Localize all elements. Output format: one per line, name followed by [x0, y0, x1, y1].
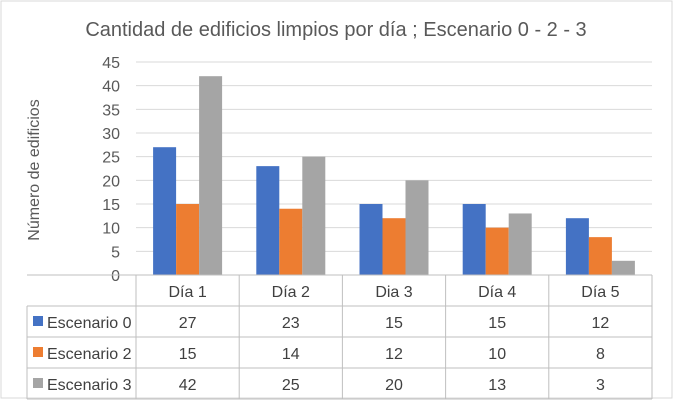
bar — [256, 166, 280, 275]
data-label: 23 — [282, 315, 300, 332]
data-label: 15 — [385, 315, 403, 332]
data-label: 13 — [488, 377, 506, 394]
data-label: 15 — [179, 346, 197, 363]
bars — [153, 76, 635, 275]
data-label: 42 — [179, 377, 197, 394]
data-label: 27 — [179, 315, 197, 332]
x-tick-label: Día 4 — [478, 284, 516, 301]
y-tick-label: 15 — [102, 197, 120, 214]
data-label: 20 — [385, 377, 403, 394]
legend-swatch — [33, 378, 43, 388]
data-label: 10 — [488, 346, 506, 363]
x-tick-label: Día 1 — [168, 284, 206, 301]
bar — [462, 204, 486, 275]
legend-entry: Escenario 3 — [47, 377, 132, 394]
data-label: 12 — [385, 346, 403, 363]
bar — [359, 204, 383, 275]
bar — [565, 218, 589, 275]
bar — [199, 76, 223, 275]
x-tick-label: Día 5 — [581, 284, 619, 301]
bar — [382, 218, 406, 275]
y-tick-label: 25 — [102, 150, 120, 167]
y-tick-label: 35 — [102, 102, 120, 119]
data-label: 8 — [596, 346, 605, 363]
legend-swatch — [33, 316, 43, 326]
y-tick-label: 40 — [102, 79, 120, 96]
legend-entry: Escenario 0 — [47, 315, 132, 332]
bar — [153, 147, 177, 275]
data-label: 3 — [596, 377, 605, 394]
y-tick-label: 45 — [102, 55, 120, 72]
data-table: Día 1 Día 2 Dia 3 Día 4 Día 5 Escenario 0 27 23… — [26, 274, 653, 400]
legend-swatch — [33, 347, 43, 357]
bar — [588, 237, 612, 275]
x-tick-label: Día 2 — [272, 284, 310, 301]
y-axis-label: Número de edificios — [26, 99, 43, 240]
bar — [302, 156, 326, 275]
chart-title: Cantidad de edificios limpios por día ; … — [85, 19, 586, 41]
legend-entry: Escenario 2 — [47, 346, 132, 363]
data-label: 12 — [592, 315, 610, 332]
y-tick-label: 10 — [102, 221, 120, 238]
bar — [508, 213, 532, 275]
data-label: 14 — [282, 346, 300, 363]
y-tick-label: 30 — [102, 126, 120, 143]
y-tick-label: 5 — [111, 244, 120, 261]
bar — [176, 204, 200, 275]
y-tick-label: 20 — [102, 173, 120, 190]
y-axis-ticks: 0 5 10 15 20 25 30 35 40 45 — [102, 55, 120, 285]
data-label: 25 — [282, 377, 300, 394]
bar — [611, 260, 635, 275]
data-label: 15 — [488, 315, 506, 332]
bar — [485, 227, 509, 275]
y-tick-label: 0 — [111, 268, 120, 285]
bar — [279, 208, 303, 275]
x-tick-label: Dia 3 — [375, 284, 412, 301]
bar — [405, 180, 429, 275]
